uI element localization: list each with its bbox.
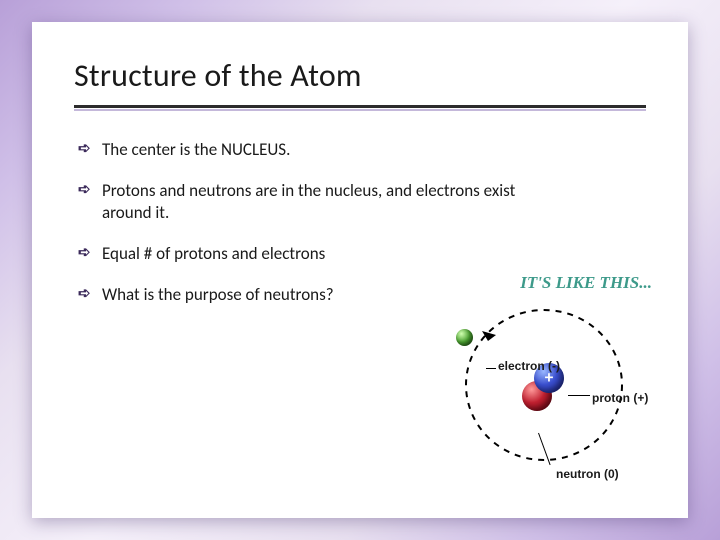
leader-line-electron [486,368,496,369]
diagram-heading: IT'S LIKE THIS... [520,273,652,293]
bullet-text: The center is the NUCLEUS. [102,139,290,160]
bullet-text: Equal # of protons and electrons [102,243,325,264]
rule-light [74,109,646,111]
leader-line-proton [568,395,590,396]
bullet-item: ➪ Protons and neutrons are in the nucleu… [78,180,558,223]
bullet-text: What is the purpose of neutrons? [102,284,334,305]
arrow-icon: ➪ [78,285,91,304]
arrow-icon: ➪ [78,181,91,200]
proton-label: proton (+) [592,391,648,405]
atom-diagram: IT'S LIKE THIS... electron (-) proton (+… [446,273,666,488]
bullet-item: ➪ The center is the NUCLEUS. [78,139,558,160]
bullet-item: ➪ Equal # of protons and electrons [78,243,558,264]
slide-title: Structure of the Atom [74,56,646,95]
arrow-icon: ➪ [78,140,91,159]
bullet-text: Protons and neutrons are in the nucleus,… [102,180,515,222]
electron-sphere [456,329,473,346]
slide-card: Structure of the Atom ➪ The center is th… [32,22,688,518]
rule-dark [74,105,646,108]
arrow-icon: ➪ [78,244,91,263]
electron-label: electron (-) [498,359,560,373]
neutron-label: neutron (0) [556,467,619,481]
title-underline [74,105,646,111]
